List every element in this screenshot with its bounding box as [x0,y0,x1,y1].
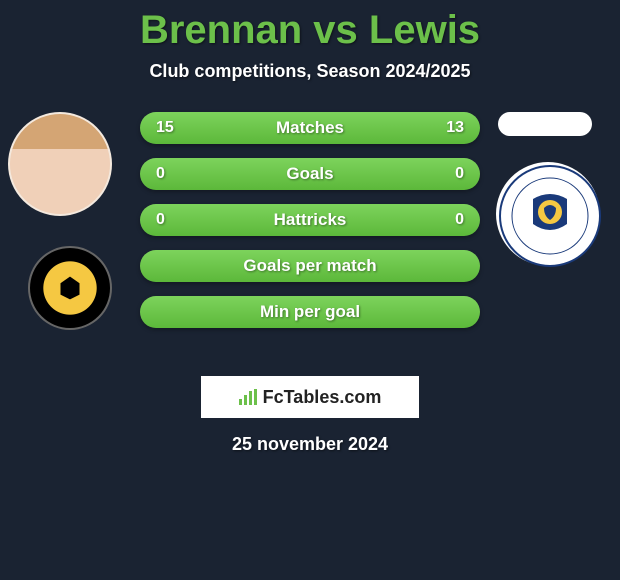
stat-right-value: 0 [455,211,464,229]
date-text: 25 november 2024 [0,434,620,455]
site-logo: FcTables.com [201,376,419,418]
player-right-photo [498,112,592,136]
stat-label: Goals per match [243,256,376,276]
stat-right-value: 13 [446,119,464,137]
comparison-area: 15 Matches 13 0 Goals 0 0 Hattricks 0 Go… [0,112,620,372]
stat-left-value: 0 [156,165,165,183]
stat-right-value: 0 [455,165,464,183]
stat-row-min-per-goal: Min per goal [140,296,480,328]
stat-label: Hattricks [274,210,347,230]
stat-label: Matches [276,118,344,138]
stat-row-goals: 0 Goals 0 [140,158,480,190]
stats-bars: 15 Matches 13 0 Goals 0 0 Hattricks 0 Go… [140,112,480,342]
stat-label: Goals [286,164,333,184]
club-badge-right [496,162,600,266]
club-badge-left [28,246,112,330]
logo-text: FcTables.com [263,387,382,408]
page-title: Brennan vs Lewis [0,0,620,53]
player-left-photo [8,112,112,216]
stat-left-value: 15 [156,119,174,137]
stat-row-matches: 15 Matches 13 [140,112,480,144]
stat-left-value: 0 [156,211,165,229]
subtitle: Club competitions, Season 2024/2025 [0,61,620,82]
stat-row-goals-per-match: Goals per match [140,250,480,282]
stat-row-hattricks: 0 Hattricks 0 [140,204,480,236]
logo-bars-icon [239,389,257,405]
stat-label: Min per goal [260,302,360,322]
